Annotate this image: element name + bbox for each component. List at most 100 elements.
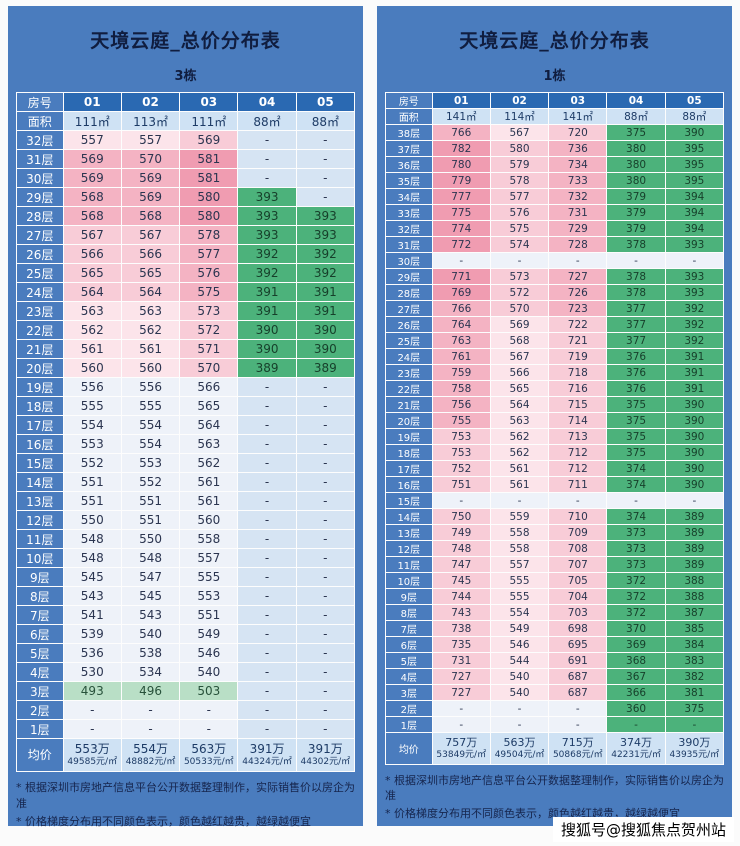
price-cell: 360 <box>606 700 666 717</box>
price-cell: 390 <box>664 460 725 477</box>
average-total-price: 391万 <box>249 742 285 756</box>
price-cell: 544 <box>489 652 550 669</box>
price-cell: 372 <box>606 572 666 589</box>
watermark: 搜狐号@搜狐焦点贺州站 <box>552 817 734 842</box>
price-cell: - <box>295 529 356 549</box>
price-cell: - <box>295 149 356 169</box>
floor-label: 33层 <box>385 204 433 221</box>
table-row: 30层 569 569 581- - <box>16 168 356 188</box>
price-cell: 367 <box>606 668 666 685</box>
price-cell: - <box>295 643 356 663</box>
price-cell: 748 <box>431 540 491 557</box>
price-cell: 759 <box>431 364 491 381</box>
table-row: 6层 539 540 549- - <box>16 624 356 644</box>
price-cell: 392 <box>237 244 297 264</box>
price-cell: 390 <box>664 412 725 429</box>
table-row: 9层 545 547 555- - <box>16 567 356 587</box>
price-cell: - <box>237 529 297 549</box>
floor-label: 30层 <box>16 168 64 188</box>
price-cell: - <box>62 700 122 720</box>
price-cell: - <box>237 510 297 530</box>
price-cell: 385 <box>664 620 725 637</box>
price-cell: 391 <box>237 282 297 302</box>
price-cell: 394 <box>664 204 725 221</box>
price-cell: 389 <box>664 524 725 541</box>
price-cell: 736 <box>548 140 608 157</box>
price-cell: 393 <box>664 284 725 301</box>
area-cell: 88㎡ <box>237 111 297 131</box>
floor-label: 2层 <box>385 700 433 717</box>
floor-label: 4层 <box>385 668 433 685</box>
floor-label: 28层 <box>385 284 433 301</box>
price-cell: 756 <box>431 396 491 413</box>
price-cell: 561 <box>179 491 239 511</box>
price-cell: 735 <box>431 636 491 653</box>
floor-label: 29层 <box>385 268 433 285</box>
average-cell: 390万 43935元/㎡ <box>664 732 725 765</box>
floor-label: 5层 <box>385 652 433 669</box>
price-cell: 388 <box>664 572 725 589</box>
price-cell: - <box>62 719 122 739</box>
price-cell: - <box>489 700 550 717</box>
price-cell: - <box>295 434 356 454</box>
table-row: 11层 747 557 707 373 389 <box>385 556 725 573</box>
price-cell: - <box>548 716 608 733</box>
table-row: 29层 568 569 580 393- <box>16 187 356 207</box>
price-cell: - <box>120 700 181 720</box>
floor-label: 11层 <box>385 556 433 573</box>
price-cell: 370 <box>606 620 666 637</box>
price-cell: 727 <box>548 268 608 285</box>
price-cell: 377 <box>606 316 666 333</box>
price-cell: 711 <box>548 476 608 493</box>
table-row: 16层 751 561 711 374 390 <box>385 476 725 493</box>
price-cell: 565 <box>179 396 239 416</box>
price-cell: 579 <box>489 156 550 173</box>
floor-label: 29层 <box>16 187 64 207</box>
price-cell: - <box>489 492 550 509</box>
table-row: 9层 744 555 704 372 388 <box>385 588 725 605</box>
table-row: 2层 - - -360 375 <box>385 700 725 717</box>
price-cell: - <box>237 700 297 720</box>
price-cell: - <box>237 168 297 188</box>
floor-label: 25层 <box>16 263 64 283</box>
price-cell: 738 <box>431 620 491 637</box>
price-cell: 548 <box>120 548 181 568</box>
price-cell: 561 <box>489 460 550 477</box>
price-cell: 561 <box>120 339 181 359</box>
price-cell: 366 <box>606 684 666 701</box>
table-row: 3层 727 540 687 366 381 <box>385 684 725 701</box>
table-row: 19层 556 556 566- - <box>16 377 356 397</box>
price-cell: 567 <box>62 225 122 245</box>
table-row: 38层 766 567 720 375 390 <box>385 124 725 141</box>
area-cell: 114㎡ <box>489 108 550 125</box>
floor-label: 9层 <box>16 567 64 587</box>
price-cell: 569 <box>62 149 122 169</box>
price-cell: 775 <box>431 204 491 221</box>
price-cell: 758 <box>431 380 491 397</box>
price-cell: 561 <box>62 339 122 359</box>
price-cell: - <box>295 168 356 188</box>
table-row: 17层 752 561 712 374 390 <box>385 460 725 477</box>
price-cell: 540 <box>120 624 181 644</box>
price-cell: 393 <box>664 236 725 253</box>
price-cell: 703 <box>548 604 608 621</box>
price-cell: 731 <box>431 652 491 669</box>
price-cell: 545 <box>62 567 122 587</box>
price-cell: - <box>295 472 356 492</box>
price-cell: 727 <box>431 668 491 685</box>
price-cell: 766 <box>431 124 491 141</box>
price-cell: 761 <box>431 348 491 365</box>
price-cell: 375 <box>606 412 666 429</box>
floor-label: 20层 <box>385 412 433 429</box>
table-row: 7层 541 543 551- - <box>16 605 356 625</box>
average-total-price: 391万 <box>307 742 343 756</box>
price-cell: 560 <box>120 358 181 378</box>
area-cell: 111㎡ <box>62 111 122 131</box>
price-cell: 393 <box>295 225 356 245</box>
price-cell: 376 <box>606 348 666 365</box>
average-row: 均价 757万 53849元/㎡ 563万 49504元/㎡ 715万 50868元/㎡ 37… <box>385 732 725 765</box>
price-cell: 752 <box>431 460 491 477</box>
price-cell: 562 <box>489 428 550 445</box>
panel-building-1: 天境云庭_总价分布表 1栋 房号 01 02 03 04 05 面积 141㎡ 114㎡ 141㎡… <box>377 6 732 826</box>
price-cell: 374 <box>606 476 666 493</box>
